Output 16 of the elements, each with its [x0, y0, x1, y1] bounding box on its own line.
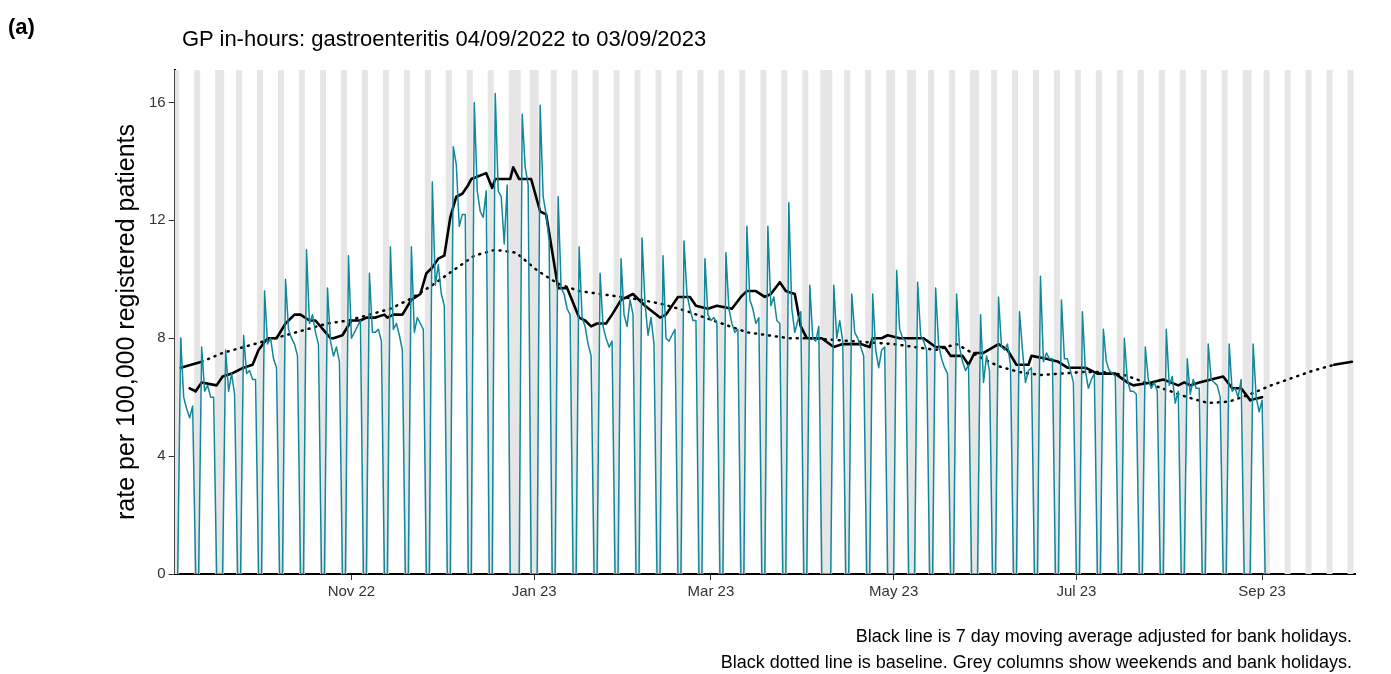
x-tick-label: Nov 22 — [327, 582, 376, 600]
y-tick-label: 16 — [149, 92, 166, 110]
y-axis-title: rate per 100,000 registered patients — [110, 123, 139, 521]
text: Black line is 7 day moving average adjusted for bank holidays. — [854, 625, 1352, 648]
x-tick-label: May 23 — [869, 582, 919, 600]
y-tick-label: 4 — [157, 446, 166, 464]
text: Black dotted line is baseline. Grey columns show weekends and bank holidays. — [720, 651, 1352, 674]
x-tick-label: Jul 23 — [1056, 582, 1097, 600]
y-tick-label: 12 — [149, 210, 166, 228]
x-tick-label: Jan 23 — [511, 582, 557, 600]
y-tick-label: 0 — [157, 564, 166, 582]
x-tick-label: Sep 23 — [1238, 582, 1286, 600]
x-tick-label: Mar 23 — [687, 582, 735, 600]
chart-title: GP in-hours: gastroenteritis 04/09/2022 to 03/09/2023 — [182, 26, 707, 52]
y-tick-label: 8 — [157, 328, 166, 346]
text: (a) — [8, 14, 35, 40]
